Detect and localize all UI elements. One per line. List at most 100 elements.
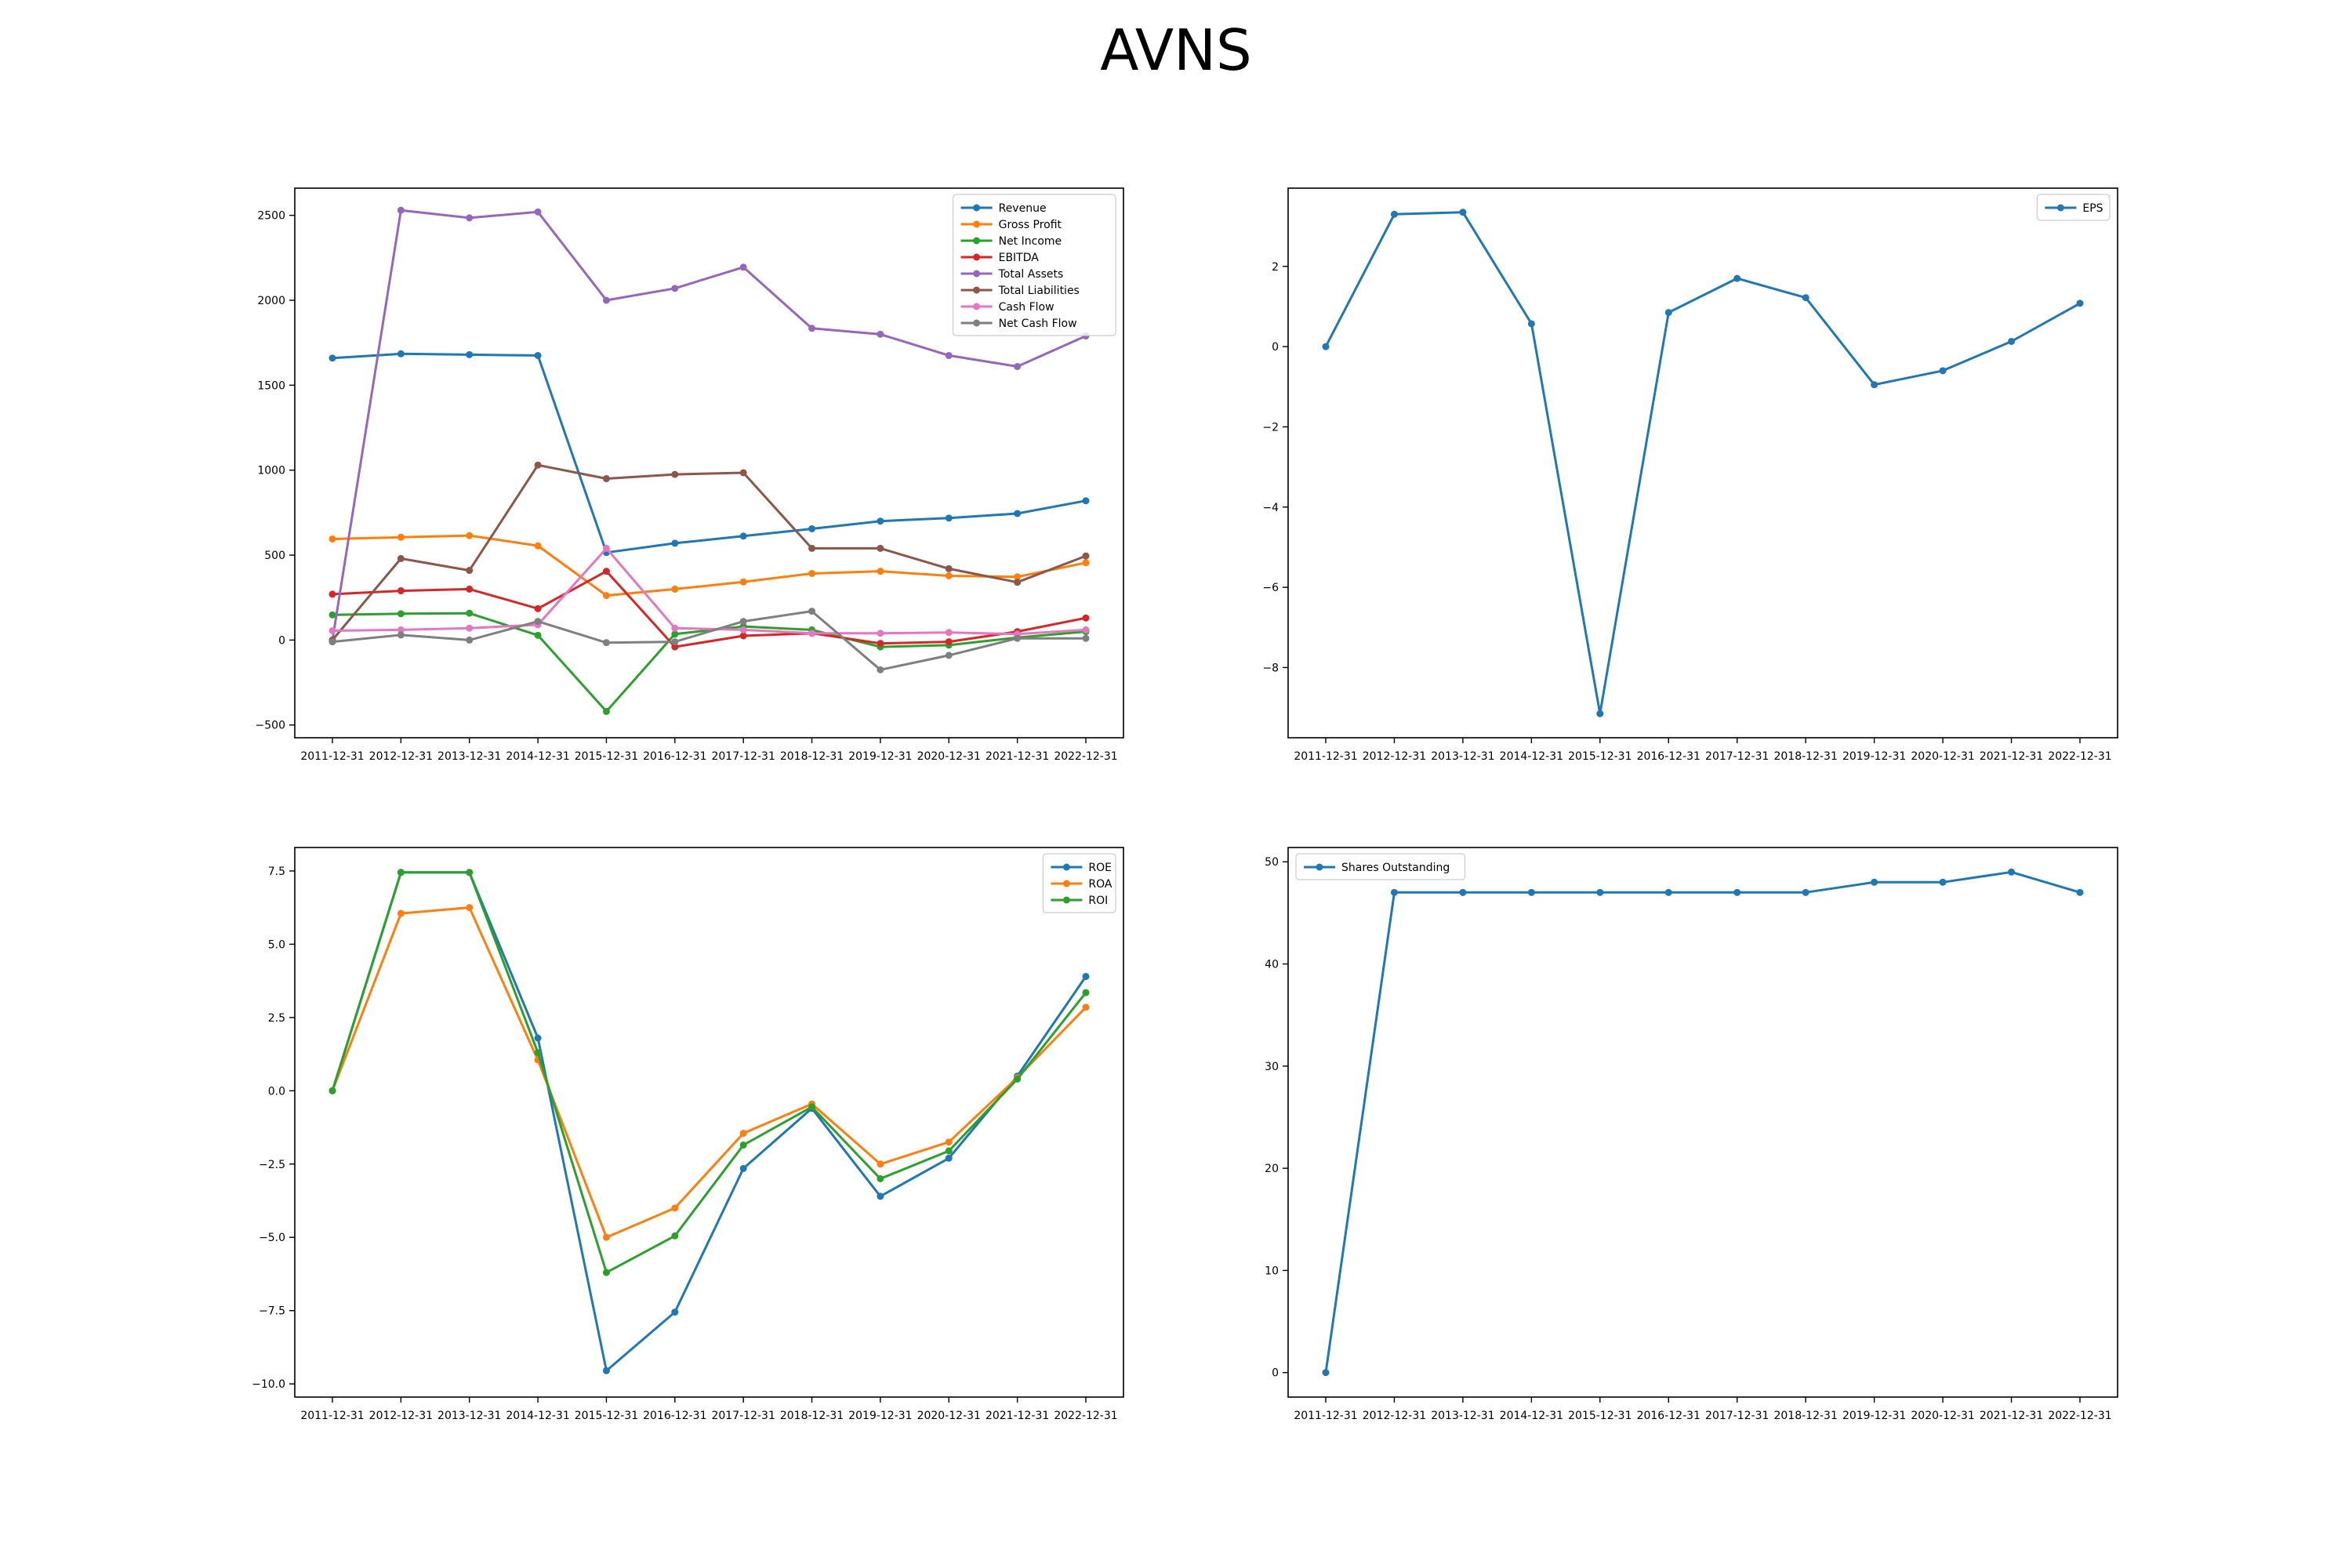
legend-marker-cash-flow bbox=[973, 303, 981, 310]
data-point-net-income bbox=[466, 609, 474, 617]
legend-marker-shares-outstanding bbox=[1316, 863, 1323, 871]
data-point-roi bbox=[808, 1103, 816, 1111]
x-tick-label: 2017-12-31 bbox=[1705, 750, 1769, 763]
data-point-total-assets bbox=[671, 285, 679, 292]
data-point-roe bbox=[877, 1192, 884, 1200]
x-tick-label: 2018-12-31 bbox=[1773, 1410, 1837, 1422]
series-line-gross-profit bbox=[332, 534, 1087, 597]
legend-label-cash-flow: Cash Flow bbox=[999, 301, 1054, 314]
data-point-roi bbox=[397, 869, 405, 877]
series-line-net-cash-flow bbox=[332, 610, 1086, 671]
data-point-eps bbox=[1664, 309, 1672, 317]
legend-label-shares-outstanding: Shares Outstanding bbox=[1341, 862, 1450, 874]
data-point-revenue bbox=[466, 350, 474, 358]
data-point-gross-profit bbox=[397, 533, 405, 541]
x-tick-label: 2016-12-31 bbox=[1637, 1410, 1700, 1422]
y-tick-label: 0 bbox=[278, 634, 285, 647]
figure-title: AVNS bbox=[1100, 17, 1252, 83]
data-point-ebitda bbox=[466, 585, 474, 593]
data-point-revenue bbox=[671, 539, 679, 547]
data-point-revenue bbox=[397, 350, 405, 358]
x-tick-label: 2022-12-31 bbox=[2048, 750, 2111, 763]
y-tick-label: 0 bbox=[1272, 1367, 1279, 1380]
y-tick-label: −500 bbox=[256, 720, 285, 732]
x-tick-label: 2013-12-31 bbox=[1431, 1410, 1494, 1422]
series-line-eps bbox=[1324, 211, 2081, 715]
data-point-gross-profit bbox=[328, 535, 336, 543]
x-tick-label: 2020-12-31 bbox=[1911, 1410, 1974, 1422]
x-tick-label: 2020-12-31 bbox=[917, 1410, 981, 1422]
data-point-total-liabilities bbox=[808, 544, 816, 552]
data-point-gross-profit bbox=[808, 569, 816, 577]
data-point-total-liabilities bbox=[602, 475, 610, 483]
x-tick-label: 2013-12-31 bbox=[437, 750, 501, 763]
plot-frame bbox=[1287, 187, 2118, 739]
x-tick-label: 2021-12-31 bbox=[985, 750, 1049, 763]
legend-label-total-liabilities: Total Liabilities bbox=[998, 285, 1080, 297]
y-tick-label: 2500 bbox=[257, 210, 285, 223]
data-point-net-cash-flow bbox=[602, 639, 610, 647]
data-point-eps bbox=[1322, 343, 1330, 350]
data-point-roi bbox=[945, 1147, 953, 1155]
data-point-net-income bbox=[397, 610, 405, 618]
y-tick-label: 1000 bbox=[257, 465, 285, 477]
series-line-shares-outstanding bbox=[1324, 870, 2081, 1373]
y-tick-label: −6 bbox=[1262, 582, 1279, 594]
x-tick-label: 2019-12-31 bbox=[1842, 1410, 1906, 1422]
series-line-total-assets bbox=[331, 209, 1087, 641]
data-point-net-cash-flow bbox=[671, 638, 679, 646]
x-tick-label: 2014-12-31 bbox=[1500, 750, 1563, 763]
data-point-roi bbox=[466, 869, 474, 877]
data-point-total-assets bbox=[466, 214, 474, 222]
data-point-revenue bbox=[877, 517, 884, 525]
x-tick-label: 2014-12-31 bbox=[1500, 1410, 1563, 1422]
data-point-eps bbox=[1596, 710, 1604, 717]
data-point-total-assets bbox=[808, 325, 816, 332]
data-point-total-liabilities bbox=[1014, 579, 1022, 586]
data-point-shares-outstanding bbox=[1733, 888, 1741, 896]
data-point-ebitda bbox=[602, 568, 610, 575]
data-point-net-cash-flow bbox=[739, 618, 747, 626]
data-point-ebitda bbox=[1082, 614, 1090, 622]
legend-box bbox=[952, 194, 1116, 336]
legend-marker-roa bbox=[1062, 880, 1070, 887]
legend-marker-total-assets bbox=[973, 270, 981, 278]
y-tick-label: 0.0 bbox=[268, 1085, 285, 1098]
y-tick-label: 2.5 bbox=[268, 1012, 285, 1025]
data-point-net-cash-flow bbox=[466, 636, 474, 644]
series-line-total-liabilities bbox=[331, 463, 1087, 641]
x-tick-label: 2012-12-31 bbox=[369, 750, 433, 763]
data-point-gross-profit bbox=[602, 592, 610, 600]
x-tick-label: 2016-12-31 bbox=[643, 750, 706, 763]
y-tick-label: −4 bbox=[1262, 502, 1279, 514]
data-point-eps bbox=[2076, 299, 2084, 307]
data-point-roa bbox=[1082, 1004, 1090, 1011]
y-tick-label: 30 bbox=[1265, 1061, 1279, 1073]
data-point-revenue bbox=[739, 532, 747, 540]
data-point-gross-profit bbox=[534, 542, 542, 550]
x-tick-label: 2018-12-31 bbox=[780, 1410, 844, 1422]
x-tick-label: 2012-12-31 bbox=[1363, 1410, 1426, 1422]
data-point-ebitda bbox=[328, 590, 336, 598]
data-point-eps bbox=[1459, 209, 1467, 216]
data-point-eps bbox=[1733, 274, 1741, 282]
data-point-ebitda bbox=[739, 632, 747, 640]
y-tick-label: 40 bbox=[1265, 959, 1279, 971]
x-tick-label: 2013-12-31 bbox=[1431, 750, 1494, 763]
chart-panel-2: 2011-12-31 2012-12-31 2013-12-31 2014-12-31… bbox=[1262, 187, 2118, 763]
data-point-total-assets bbox=[397, 206, 405, 214]
x-tick-label: 2017-12-31 bbox=[1705, 1410, 1769, 1422]
x-tick-label: 2020-12-31 bbox=[1911, 750, 1974, 763]
series-line-revenue bbox=[332, 352, 1087, 554]
legend-label-roi: ROI bbox=[1088, 895, 1108, 907]
legend-marker-revenue bbox=[973, 204, 981, 212]
data-point-net-cash-flow bbox=[397, 631, 405, 639]
data-point-gross-profit bbox=[1082, 559, 1090, 567]
data-point-shares-outstanding bbox=[1322, 1369, 1330, 1377]
data-point-net-income bbox=[534, 631, 542, 639]
data-point-shares-outstanding bbox=[1664, 888, 1672, 896]
x-tick-label: 2012-12-31 bbox=[369, 1410, 433, 1422]
x-tick-label: 2015-12-31 bbox=[575, 1410, 638, 1422]
x-tick-label: 2018-12-31 bbox=[780, 750, 844, 763]
data-point-net-income bbox=[328, 611, 336, 619]
